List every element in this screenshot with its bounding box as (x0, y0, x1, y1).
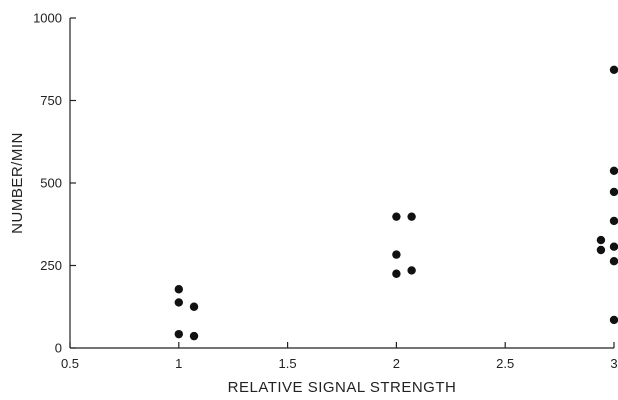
y-ticks: 0 250 500 750 1000 (33, 11, 76, 356)
data-point (596, 245, 606, 255)
data-point (407, 212, 416, 221)
x-tick-label: 3 (610, 356, 617, 371)
data-point (609, 257, 618, 266)
data-point (174, 285, 183, 294)
y-axis-title: NUMBER/MIN (9, 132, 26, 234)
y-tick-label: 1000 (33, 11, 62, 26)
x-tick-label: 1 (175, 356, 182, 371)
data-point (609, 166, 618, 175)
data-point (407, 266, 416, 275)
data-point (174, 329, 183, 339)
data-point (596, 235, 606, 245)
data-points (174, 65, 618, 341)
axes (69, 18, 614, 349)
x-tick-label: 0.5 (61, 356, 79, 371)
x-tick-label: 2.5 (496, 356, 514, 371)
data-point (174, 298, 183, 307)
y-tick-label: 500 (40, 176, 62, 191)
data-point (189, 331, 199, 341)
data-point (392, 250, 401, 259)
y-tick-label: 0 (55, 341, 62, 356)
data-point (392, 212, 401, 221)
data-point (609, 315, 618, 325)
data-point (609, 242, 618, 251)
y-tick-label: 750 (40, 93, 62, 108)
data-point (189, 302, 199, 311)
x-tick-label: 2 (393, 356, 400, 371)
x-axis-title: RELATIVE SIGNAL STRENGTH (228, 379, 457, 396)
data-point (609, 216, 618, 226)
data-point (392, 269, 401, 278)
y-tick-label: 250 (40, 258, 62, 273)
x-tick-label: 1.5 (279, 356, 297, 371)
data-point (609, 65, 618, 75)
x-ticks: 0.5 1 1.5 2 2.5 3 (61, 342, 618, 371)
data-point (609, 187, 618, 197)
